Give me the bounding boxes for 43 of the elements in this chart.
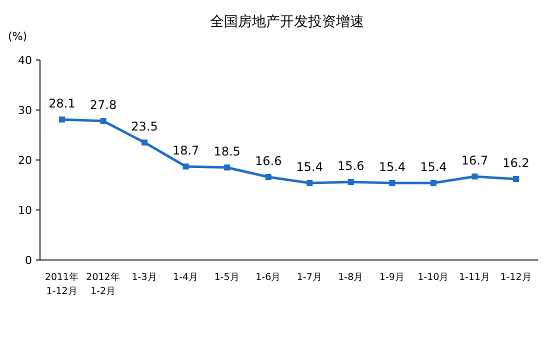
point (306, 180, 313, 186)
data-label: 16.2 (502, 156, 530, 170)
point (513, 176, 519, 182)
point (224, 164, 230, 170)
y-tick-label: 0 (25, 254, 32, 267)
y-tick-label: 20 (18, 154, 32, 167)
y-tick-label: 10 (18, 204, 32, 217)
data-label: 28.1 (48, 96, 76, 110)
x-tick-label: 1-9月 (379, 272, 405, 283)
x-tick-label: 2011年 1-12月 (44, 271, 80, 297)
point (430, 180, 436, 186)
data-label: 15.4 (378, 160, 406, 174)
data-label: 15.4 (296, 160, 323, 174)
data-label: 18.5 (214, 144, 240, 158)
y-axis-title: (%) (8, 30, 28, 43)
point (389, 180, 396, 186)
point (348, 179, 354, 185)
y-tick-label: 40 (18, 54, 32, 67)
x-tick-label: 1-4月 (173, 272, 199, 283)
x-tick-label: 1-6月 (256, 272, 282, 283)
data-label: 23.5 (131, 120, 158, 134)
chart-title: 全国房地产开发投资增速 (210, 14, 364, 30)
data-label: 15.6 (338, 159, 364, 173)
x-tick-label: 1-3月 (132, 272, 158, 283)
point (100, 118, 106, 124)
x-tick-label: 1-7月 (296, 272, 322, 283)
x-tick-label: 1-10月 (418, 272, 450, 283)
data-label: 16.6 (255, 154, 282, 168)
y-tick-label: 30 (18, 104, 32, 117)
data-label: 15.4 (420, 160, 447, 174)
point (182, 164, 189, 170)
data-label: 27.8 (90, 98, 117, 112)
data-label: 16.7 (461, 154, 488, 168)
data-label: 18.7 (172, 144, 200, 158)
x-tick-label: 1-8月 (338, 272, 364, 283)
x-tick-label: 2012年 1-2月 (86, 271, 120, 297)
point (472, 174, 478, 180)
point (265, 174, 272, 180)
point (142, 140, 148, 146)
x-tick-label: 1-11月 (458, 272, 491, 283)
x-tick-label: 1-5月 (214, 272, 240, 283)
x-tick-label: 1-12月 (500, 272, 532, 283)
point (59, 116, 65, 122)
